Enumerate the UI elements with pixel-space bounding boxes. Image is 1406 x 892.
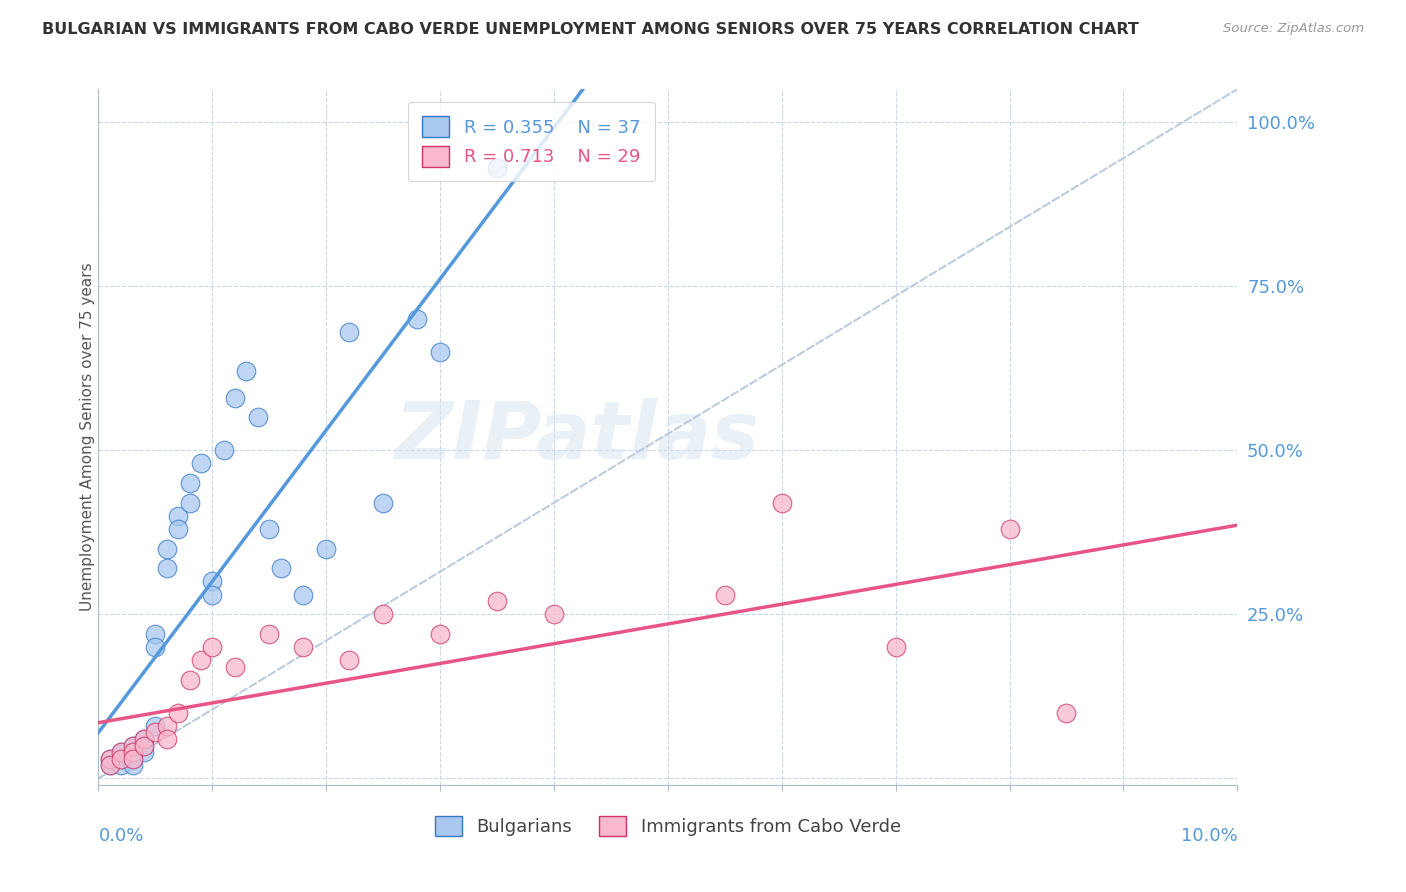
Point — [156, 541, 179, 556]
Point — [98, 758, 121, 772]
Point — [337, 653, 360, 667]
Text: Source: ZipAtlas.com: Source: ZipAtlas.com — [1223, 22, 1364, 36]
Point — [212, 443, 235, 458]
Point — [145, 627, 167, 641]
Point — [884, 640, 907, 654]
Point — [156, 561, 179, 575]
Point — [110, 745, 132, 759]
Point — [373, 607, 395, 622]
Point — [110, 745, 132, 759]
Y-axis label: Unemployment Among Seniors over 75 years: Unemployment Among Seniors over 75 years — [80, 263, 94, 611]
Point — [714, 588, 737, 602]
Point — [190, 456, 212, 470]
Point — [486, 161, 509, 175]
Point — [486, 594, 509, 608]
Point — [156, 719, 179, 733]
Legend: Bulgarians, Immigrants from Cabo Verde: Bulgarians, Immigrants from Cabo Verde — [426, 806, 910, 846]
Text: BULGARIAN VS IMMIGRANTS FROM CABO VERDE UNEMPLOYMENT AMONG SENIORS OVER 75 YEARS: BULGARIAN VS IMMIGRANTS FROM CABO VERDE … — [42, 22, 1139, 37]
Point — [121, 745, 143, 759]
Point — [145, 719, 167, 733]
Point — [337, 325, 360, 339]
Text: 0.0%: 0.0% — [98, 827, 143, 845]
Text: ZIPatlas: ZIPatlas — [394, 398, 759, 476]
Point — [429, 344, 451, 359]
Point — [998, 522, 1021, 536]
Point — [179, 496, 201, 510]
Point — [132, 731, 155, 746]
Point — [179, 673, 201, 687]
Point — [167, 522, 190, 536]
Point — [246, 410, 269, 425]
Point — [98, 752, 121, 766]
Point — [110, 752, 132, 766]
Point — [429, 627, 451, 641]
Point — [132, 739, 155, 753]
Point — [201, 588, 224, 602]
Point — [190, 653, 212, 667]
Point — [110, 758, 132, 772]
Point — [167, 706, 190, 720]
Point — [201, 574, 224, 589]
Point — [167, 508, 190, 523]
Point — [292, 588, 315, 602]
Point — [543, 607, 565, 622]
Point — [406, 312, 429, 326]
Point — [224, 391, 246, 405]
Point — [110, 752, 132, 766]
Point — [259, 627, 281, 641]
Point — [156, 731, 179, 746]
Point — [121, 752, 143, 766]
Point — [145, 640, 167, 654]
Point — [121, 745, 143, 759]
Point — [224, 660, 246, 674]
Point — [235, 364, 257, 378]
Point — [132, 731, 155, 746]
Point — [121, 758, 143, 772]
Point — [201, 640, 224, 654]
Point — [373, 496, 395, 510]
Point — [259, 522, 281, 536]
Point — [179, 476, 201, 491]
Point — [270, 561, 292, 575]
Point — [132, 739, 155, 753]
Point — [145, 725, 167, 739]
Point — [121, 752, 143, 766]
Point — [121, 739, 143, 753]
Point — [132, 745, 155, 759]
Text: 10.0%: 10.0% — [1181, 827, 1237, 845]
Point — [98, 758, 121, 772]
Point — [121, 739, 143, 753]
Point — [98, 752, 121, 766]
Point — [770, 496, 793, 510]
Point — [315, 541, 337, 556]
Point — [292, 640, 315, 654]
Point — [1056, 706, 1078, 720]
